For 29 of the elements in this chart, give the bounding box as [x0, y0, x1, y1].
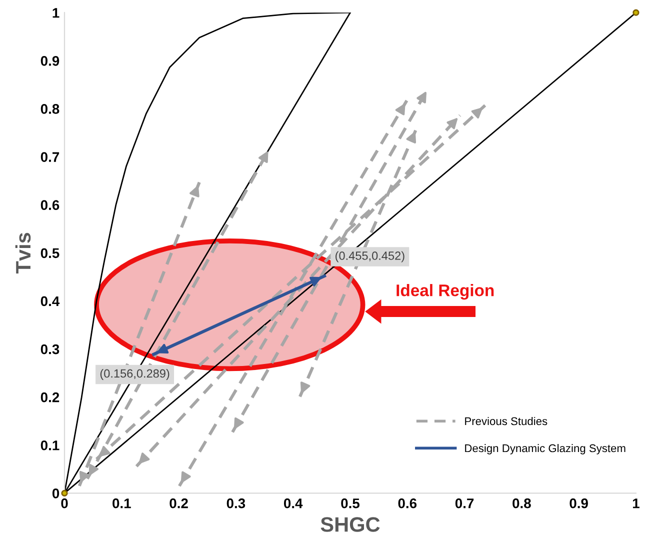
- y-tick-label: 0.2: [40, 392, 60, 402]
- annotation: (0.156,0.289): [100, 368, 170, 380]
- y-tick-label: 0.1: [40, 440, 60, 450]
- x-tick-label: 0.5: [341, 498, 360, 508]
- x-tick-label: 0.4: [284, 498, 303, 508]
- x-tick-label: 0.6: [398, 498, 417, 508]
- x-axis-title: SHGC: [320, 517, 380, 532]
- x-tick-label: 0.9: [570, 498, 588, 508]
- y-tick-label: 0.6: [40, 200, 60, 210]
- y-tick-label: 0.3: [40, 344, 60, 354]
- y-axis-title: Tvis: [15, 232, 31, 274]
- y-tick-label: 1: [52, 8, 60, 18]
- x-tick-label: 0.7: [455, 498, 474, 508]
- legend-label: Design Dynamic Glazing System: [465, 444, 626, 454]
- annotation: (0.455,0.452): [336, 251, 404, 262]
- y-tick-label: 0.4: [40, 296, 60, 306]
- annotation: Ideal Region: [396, 284, 494, 300]
- y-tick-label: 0.8: [40, 104, 60, 114]
- x-tick-label: 1: [632, 498, 640, 508]
- y-tick-label: 0: [52, 488, 60, 498]
- legend-label: Previous Studies: [465, 416, 548, 426]
- x-tick-label: 0.8: [512, 498, 531, 508]
- y-tick-label: 0.5: [40, 248, 60, 258]
- y-tick-label: 0.9: [40, 56, 60, 66]
- y-tick-label: 0.7: [40, 152, 60, 162]
- x-tick-label: 0.3: [226, 498, 246, 508]
- x-tick-label: 0.2: [170, 498, 188, 508]
- x-tick-label: 0: [61, 498, 68, 508]
- x-tick-label: 0.1: [112, 498, 131, 508]
